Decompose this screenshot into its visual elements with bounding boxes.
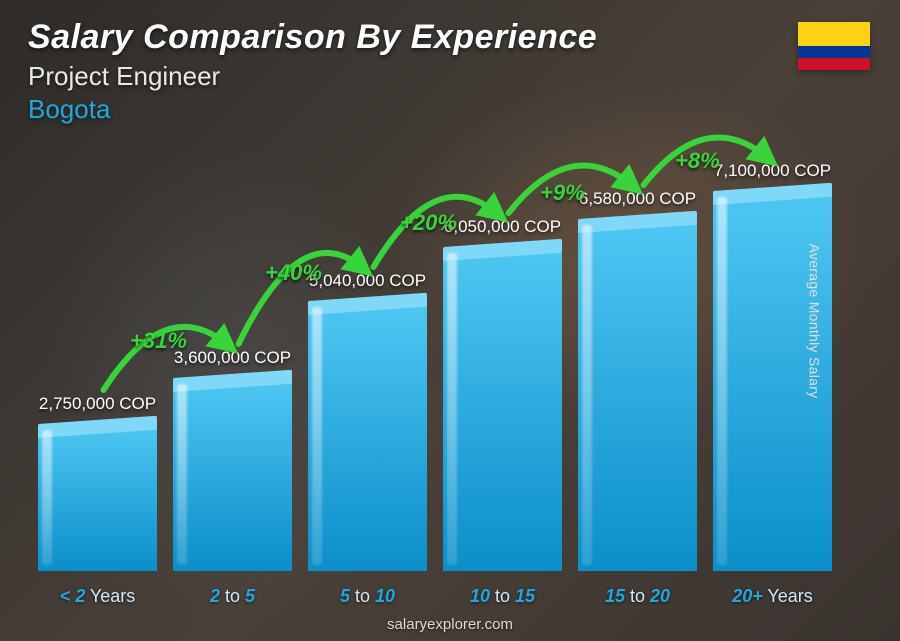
bar-highlight [582,225,592,565]
bar [38,424,157,571]
bar [173,378,292,571]
bar-face [38,424,157,571]
header: Salary Comparison By Experience Project … [28,18,872,125]
category-label: < 2 Years [30,586,165,607]
bar [578,219,697,571]
chart-title: Salary Comparison By Experience [28,18,872,57]
bar-face [578,219,697,571]
bar-value-label: 5,040,000 COP [309,271,426,291]
flag-band-red [798,58,870,70]
bar-face [443,247,562,571]
bar-highlight [312,307,322,565]
flag-icon [798,22,870,70]
category-label: 15 to 20 [570,586,705,607]
y-axis-label: Average Monthly Salary [807,243,823,398]
bar [443,247,562,571]
category-label: 2 to 5 [165,586,300,607]
bar-value-label: 6,580,000 COP [579,189,696,209]
bar-slot: 2,750,000 COP [30,394,165,571]
bar-highlight [447,253,457,565]
bar-value-label: 2,750,000 COP [39,394,156,414]
bar-highlight [42,430,52,565]
bar-highlight [177,384,187,565]
bar-value-label: 3,600,000 COP [174,348,291,368]
bar-highlight [717,197,727,565]
flag-band-blue [798,46,870,58]
bar-slot: 6,050,000 COP [435,217,570,571]
bar-slot: 5,040,000 COP [300,271,435,571]
category-axis: < 2 Years2 to 55 to 1010 to 1515 to 2020… [30,586,840,607]
category-label: 5 to 10 [300,586,435,607]
job-title: Project Engineer [28,61,872,92]
bar-slot: 6,580,000 COP [570,189,705,571]
flag-band-yellow [798,22,870,46]
bar-face [308,301,427,571]
footer-attribution: salaryexplorer.com [0,616,900,633]
bar-value-label: 7,100,000 COP [714,161,831,181]
bar-value-label: 6,050,000 COP [444,217,561,237]
city-name: Bogota [28,94,872,125]
category-label: 10 to 15 [435,586,570,607]
bar-slot: 3,600,000 COP [165,348,300,571]
bar-face [173,378,292,571]
bar [308,301,427,571]
bar-chart: 2,750,000 COP 3,600,000 COP 5,040,000 COP 6… [30,131,840,571]
category-label: 20+ Years [705,586,840,607]
